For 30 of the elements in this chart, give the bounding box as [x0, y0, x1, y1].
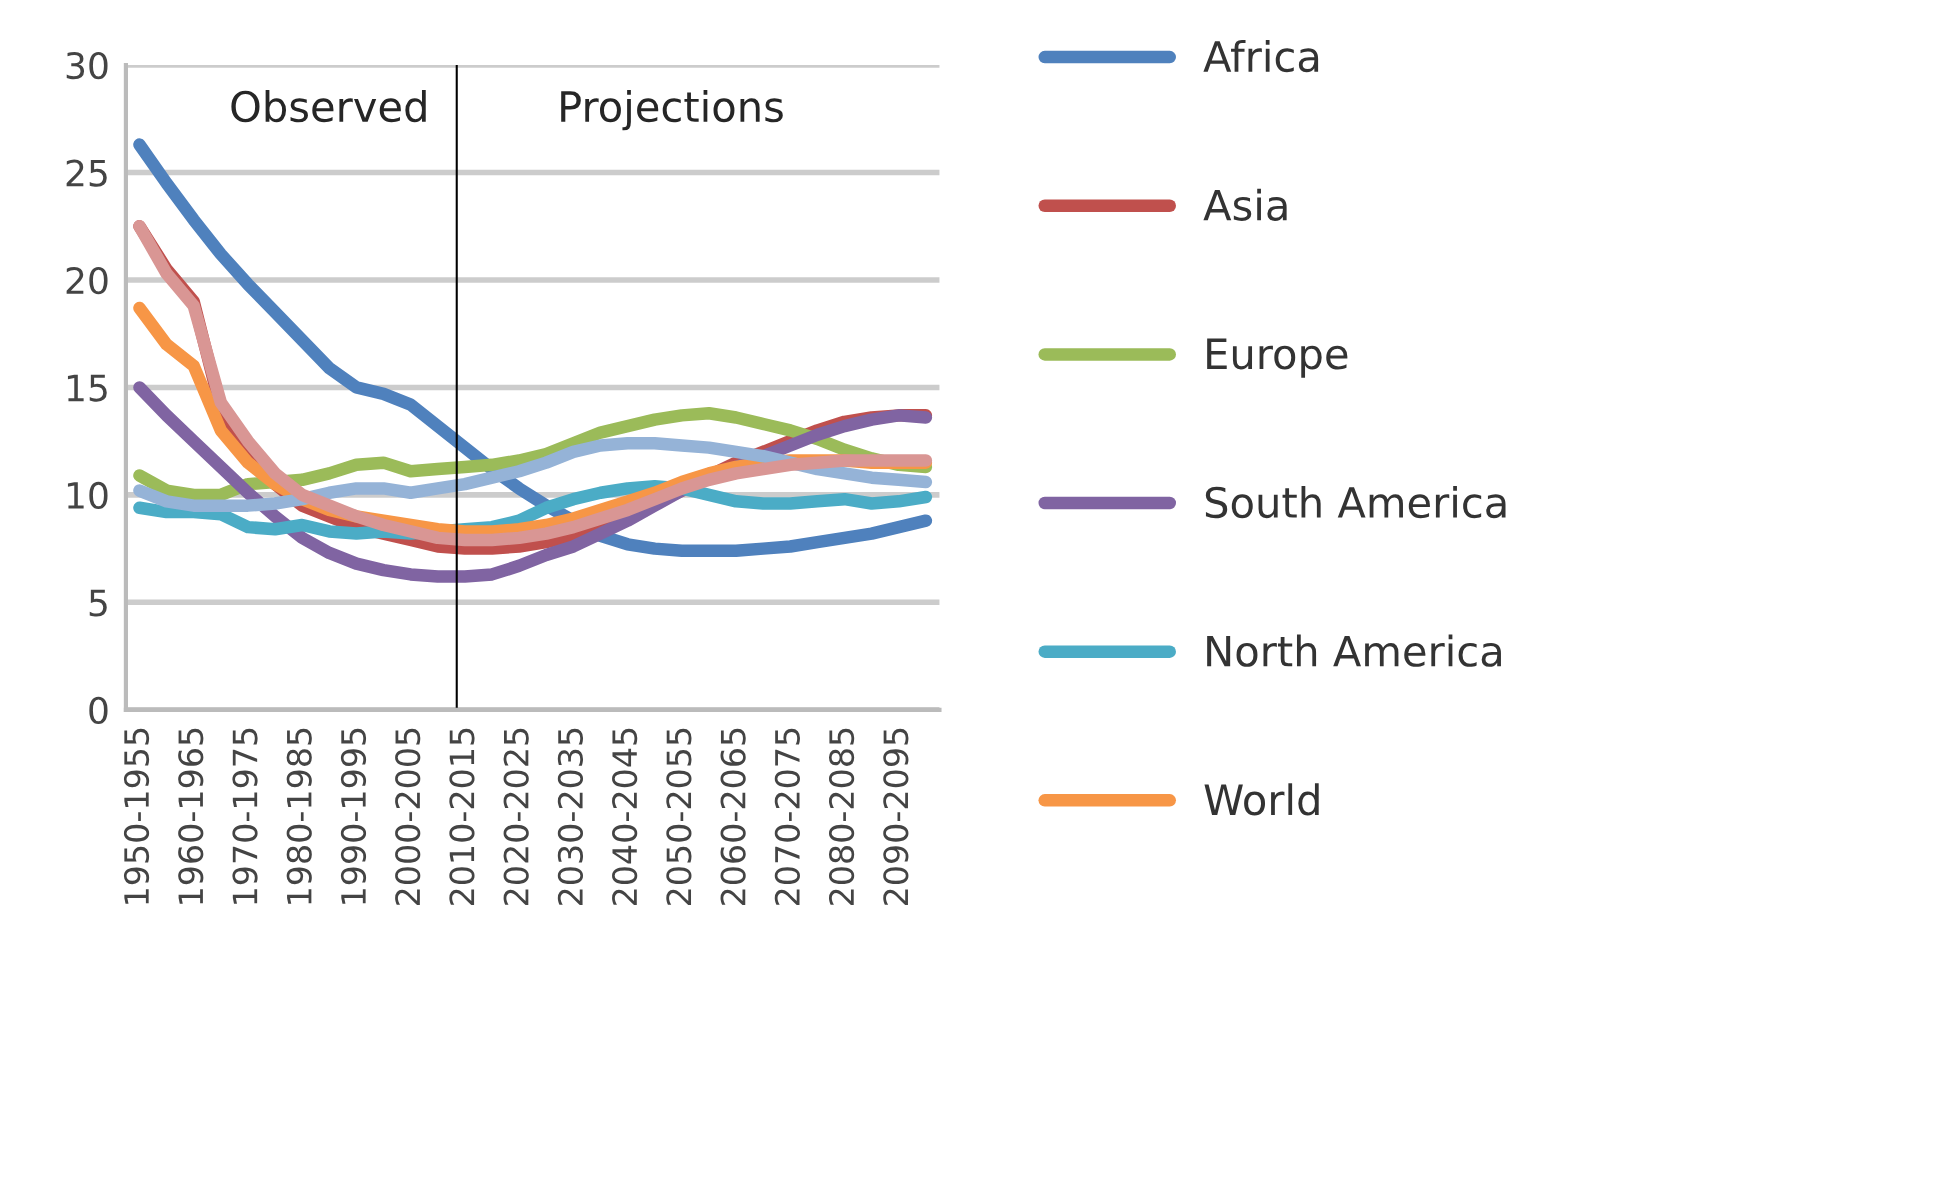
x-tick-label: 2000-2005 — [395, 728, 421, 906]
x-tick-label: 1960-1965 — [178, 728, 204, 904]
x-tick-label: 2040-2045 — [612, 728, 638, 906]
y-tick-label: 25 — [66, 159, 107, 187]
x-tick-label: 2020-2025 — [503, 728, 529, 906]
annotation: Projections — [561, 90, 783, 131]
legend-label: Asia — [1203, 188, 1287, 221]
x-tick-label: 2010-2015 — [449, 728, 475, 906]
legend-label: South America — [1205, 485, 1506, 519]
x-tick-label: 1990-1995 — [340, 728, 367, 904]
y-tick-label: 20 — [66, 266, 108, 295]
x-tick-label: 2050-2055 — [666, 728, 692, 906]
x-tick-label: 2090-2095 — [883, 728, 909, 906]
legend-label: North America — [1207, 634, 1501, 667]
x-tick-label: 1950-1955 — [123, 728, 150, 904]
y-tick-label: 30 — [66, 51, 108, 80]
y-tick-label: 5 — [89, 589, 107, 617]
y-tick-label: 0 — [89, 696, 108, 725]
x-tick-label: 2030-2035 — [557, 728, 584, 906]
y-tick-label: 15 — [67, 374, 107, 402]
x-tick-label: 2080-2085 — [828, 728, 855, 906]
legend-label: World — [1204, 783, 1319, 816]
x-tick-label: 1980-1985 — [286, 728, 312, 904]
legend-label: Africa — [1203, 39, 1319, 73]
annotation: Observed — [231, 90, 426, 123]
y-tick-label: 10 — [67, 481, 108, 510]
x-tick-label: 1970-1975 — [232, 728, 258, 904]
x-tick-label: 2060-2065 — [720, 728, 746, 906]
x-tick-label: 2070-2075 — [774, 728, 800, 906]
legend-label: Europe — [1207, 338, 1348, 378]
